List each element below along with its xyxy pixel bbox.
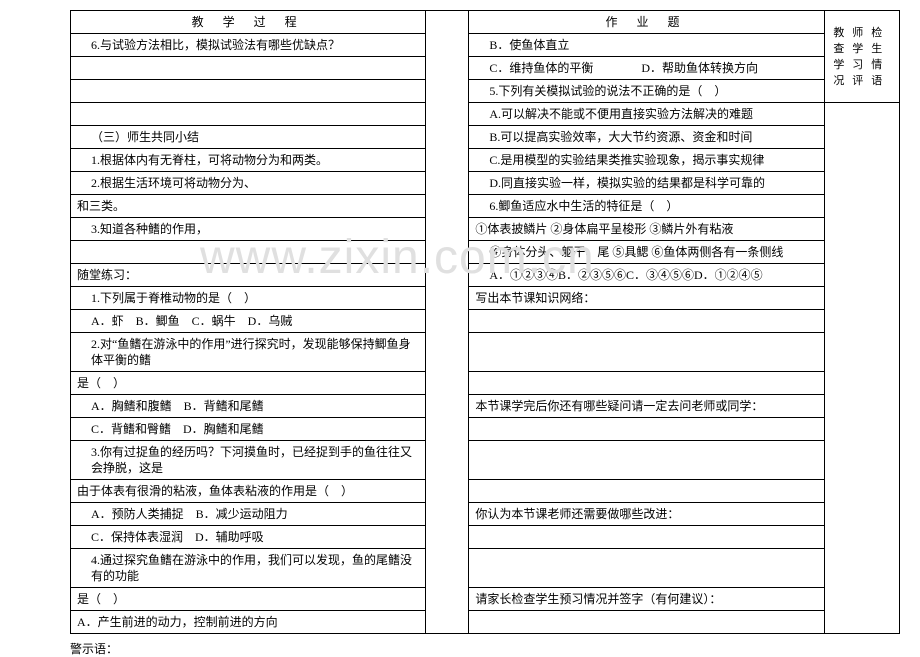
right-row-11: 写出本节课知识网络：	[469, 287, 824, 310]
left-row-7: 和三类。	[71, 195, 426, 218]
left-row-3	[71, 103, 426, 126]
left-row-15: A．胸鳍和腹鳍 B．背鳍和尾鳍	[71, 395, 426, 418]
header-note: 教师检查学生学习情况评语	[824, 11, 899, 103]
right-row-3: A.可以解决不能或不便用直接实验方法解决的难题	[469, 103, 824, 126]
right-row-13	[469, 333, 824, 372]
left-row-5: 1.根据体内有无脊柱，可将动物分为和两类。	[71, 149, 426, 172]
left-row-12: A．虾 B．鲫鱼 C．蜗牛 D．乌贼	[71, 310, 426, 333]
right-row-19: 你认为本节课老师还需要做哪些改进：	[469, 503, 824, 526]
right-row-2: 5.下列有关模拟试验的说法不正确的是（ ）	[469, 80, 824, 103]
left-row-0: 6.与试验方法相比，模拟试验法有哪些优缺点？	[71, 34, 426, 57]
right-row-9: ④身体分头、躯干、尾 ⑤具鳃 ⑥鱼体两侧各有一条侧线	[469, 241, 824, 264]
left-row-13: 2.对“鱼鳍在游泳中的作用”进行探究时，发现能够保持鲫鱼身体平衡的鳍	[71, 333, 426, 372]
note-body	[824, 103, 899, 634]
right-row-14	[469, 372, 824, 395]
right-row-17	[469, 441, 824, 480]
left-row-21: 4.通过探究鱼鳍在游泳中的作用，我们可以发现，鱼的尾鳍没有的功能	[71, 549, 426, 588]
right-row-16	[469, 418, 824, 441]
right-row-10: A．①②③④B．②③⑤⑥C．③④⑤⑥D．①②④⑤	[469, 264, 824, 287]
header-left: 教 学 过 程	[71, 11, 426, 34]
right-row-7: 6.鲫鱼适应水中生活的特征是（ ）	[469, 195, 824, 218]
left-row-16: C．背鳍和臀鳍 D．胸鳍和尾鳍	[71, 418, 426, 441]
left-row-18: 由于体表有很滑的粘液，鱼体表粘液的作用是（ ）	[71, 480, 426, 503]
right-row-6: D.同直接实验一样，模拟实验的结果都是科学可靠的	[469, 172, 824, 195]
right-row-0: B．使鱼体直立	[469, 34, 824, 57]
left-row-22: 是（ ）	[71, 588, 426, 611]
right-row-1: C．维持鱼体的平衡 D．帮助鱼体转换方向	[469, 57, 824, 80]
left-row-14: 是（ ）	[71, 372, 426, 395]
right-row-8: ①体表披鳞片 ②身体扁平呈梭形 ③鳞片外有粘液	[469, 218, 824, 241]
right-row-4: B.可以提高实验效率，大大节约资源、资金和时间	[469, 126, 824, 149]
left-row-23: A．产生前进的动力，控制前进的方向	[71, 611, 426, 634]
left-row-8: 3.知道各种鳍的作用，	[71, 218, 426, 241]
right-row-22: 请家长检查学生预习情况并签字（有何建议）：	[469, 588, 824, 611]
left-row-19: A．预防人类捕捉 B．减少运动阻力	[71, 503, 426, 526]
right-row-12	[469, 310, 824, 333]
left-row-20: C．保持体表湿润 D．辅助呼吸	[71, 526, 426, 549]
right-row-20	[469, 526, 824, 549]
left-row-6: 2.根据生活环境可将动物分为、	[71, 172, 426, 195]
right-row-15: 本节课学完后你还有哪些疑问请一定去问老师或同学：	[469, 395, 824, 418]
right-row-18	[469, 480, 824, 503]
left-row-9	[71, 241, 426, 264]
left-row-4: （三）师生共同小结	[71, 126, 426, 149]
left-row-17: 3.你有过捉鱼的经历吗？下河摸鱼时，已经捉到手的鱼往往又会挣脱，这是	[71, 441, 426, 480]
right-row-23	[469, 611, 824, 634]
right-row-5: C.是用模型的实验结果类推实验现象，揭示事实规律	[469, 149, 824, 172]
worksheet-table: 教 学 过 程 作 业 题 教师检查学生学习情况评语 6.与试验方法相比，模拟试…	[70, 10, 900, 634]
left-row-11: 1.下列属于脊椎动物的是（ ）	[71, 287, 426, 310]
right-row-21	[469, 549, 824, 588]
left-row-2	[71, 80, 426, 103]
gap-column	[426, 11, 469, 634]
footer-text: 警示语：	[70, 640, 900, 657]
left-row-10: 随堂练习：	[71, 264, 426, 287]
left-row-1	[71, 57, 426, 80]
header-right: 作 业 题	[469, 11, 824, 34]
